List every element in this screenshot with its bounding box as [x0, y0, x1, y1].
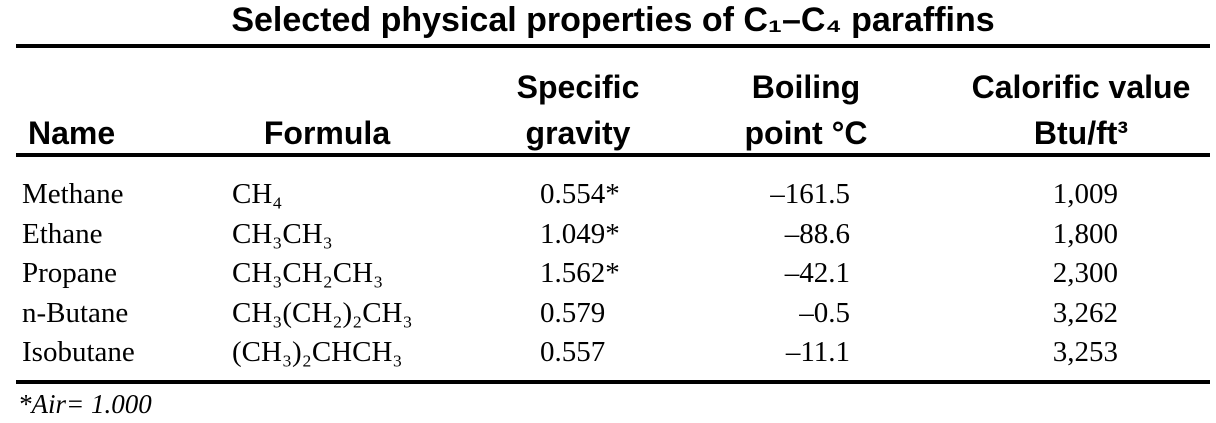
boiling-point-cell: –42.1 [784, 257, 850, 289]
formula-column: CH₄ CH₃CH₃ CH₃CH₂CH₃ CH₃(CH₂)₂CH₃ (CH₃)₂… [232, 175, 413, 373]
calorific-value-cell: 3,262 [1052, 296, 1118, 329]
column-header-line: gravity [525, 115, 631, 151]
column-header-line: Btu/ft³ [1033, 115, 1129, 151]
specific-gravity-cell: 1.562* [540, 257, 620, 289]
top-rule [16, 44, 1210, 48]
name-cell: Isobutane [22, 336, 135, 368]
footnote: *Air= 1.000 [18, 389, 152, 419]
column-header-name: Name [28, 115, 116, 151]
formula-cell: CH₄ [232, 178, 283, 210]
column-header-line: Specific [516, 69, 640, 105]
column-header-line: Boiling [751, 69, 861, 105]
specific-gravity-cell: 0.554* [540, 178, 620, 210]
formula-cell: CH₃(CH₂)₂CH₃ [232, 296, 413, 329]
column-header-calorific-value: Calorific value Btu/ft³ [950, 64, 1212, 156]
specific-gravity-cell: 1.049* [540, 217, 620, 250]
column-header-formula: Formula [263, 115, 391, 151]
boiling-point-cell: –0.5 [799, 296, 850, 329]
header-rule [16, 153, 1210, 157]
table-title: Selected physical properties of C₁–C₄ pa… [231, 1, 995, 39]
formula-cell: CH₃CH₂CH₃ [232, 257, 384, 289]
calorific-value-cell: 1,800 [1052, 217, 1118, 250]
column-header-line: point °C [744, 115, 868, 151]
name-cell: Ethane [22, 217, 103, 250]
column-header-specific-gravity: Specific gravity [458, 64, 698, 156]
calorific-value-cell: 2,300 [1052, 257, 1118, 289]
specific-gravity-cell: 0.557 [540, 336, 606, 368]
calorific-value-cell: 3,253 [1052, 336, 1118, 368]
column-header-boiling-point: Boiling point °C [686, 64, 926, 156]
bottom-rule [16, 380, 1210, 384]
specific-gravity-column: 0.554* 1.049* 1.562* 0.579 0.557 [540, 175, 620, 373]
calorific-value-cell: 1,009 [1052, 178, 1118, 210]
name-cell: Propane [22, 257, 118, 289]
formula-cell: (CH₃)₂CHCH₃ [232, 336, 403, 368]
boiling-point-column: –161.5 –88.6 –42.1 –0.5 –11.1 [700, 175, 850, 373]
boiling-point-cell: –161.5 [770, 178, 850, 210]
calorific-value-column: 1,009 1,800 2,300 3,262 3,253 [990, 175, 1118, 373]
formula-cell: CH₃CH₃ [232, 217, 333, 250]
name-cell: n-Butane [22, 296, 129, 329]
name-cell: Methane [22, 178, 124, 210]
column-header-line: Calorific value [971, 69, 1191, 105]
boiling-point-cell: –11.1 [785, 336, 850, 368]
boiling-point-cell: –88.6 [784, 217, 850, 250]
specific-gravity-cell: 0.579 [540, 296, 606, 329]
name-column: Methane Ethane Propane n-Butane Isobutan… [22, 175, 135, 373]
